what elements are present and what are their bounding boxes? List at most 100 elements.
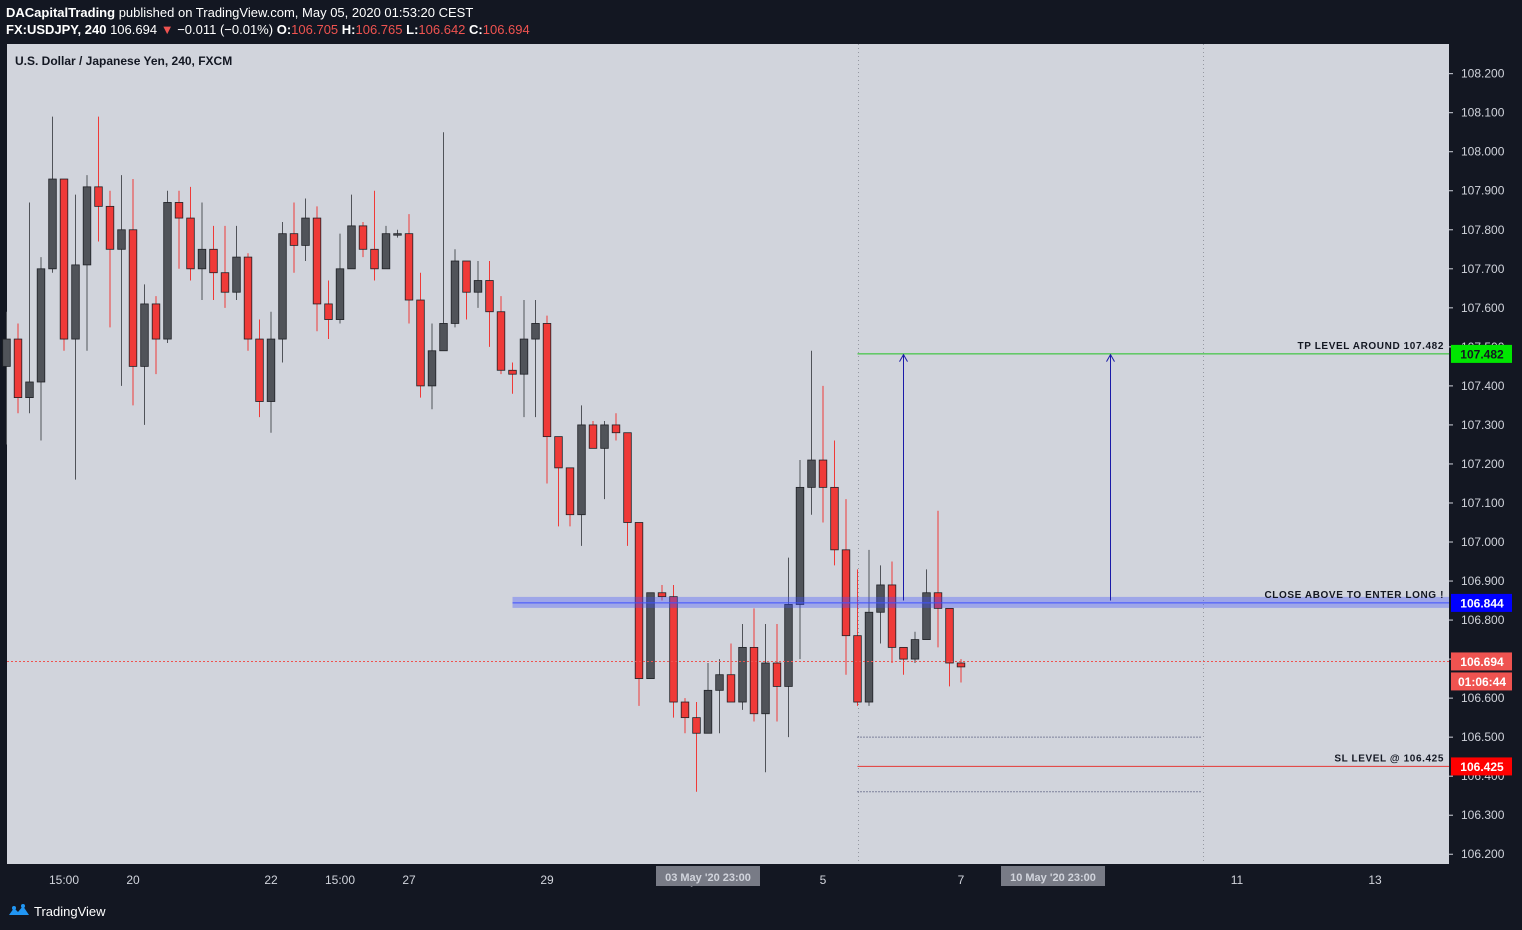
candle-body bbox=[623, 432, 632, 523]
candle-body bbox=[128, 229, 138, 367]
time-tick-label: 15:00 bbox=[325, 873, 355, 887]
candle-body bbox=[945, 607, 954, 664]
candle-body bbox=[186, 217, 195, 270]
candle-body bbox=[71, 264, 80, 340]
price-tick-label: 106.900 bbox=[1461, 574, 1505, 588]
time-tick-label: 11 bbox=[1231, 873, 1244, 887]
price-tick-label: 106.300 bbox=[1461, 808, 1505, 822]
candle-body bbox=[542, 323, 552, 438]
symbol-label: FX:USDJPY, 240 bbox=[6, 22, 107, 37]
open-value: 106.705 bbox=[291, 22, 339, 37]
price-tick-label: 108.000 bbox=[1461, 145, 1505, 159]
time-tick-label: 29 bbox=[540, 873, 554, 887]
publish-info: DACapitalTrading published on TradingVie… bbox=[6, 5, 473, 20]
candle-body bbox=[956, 662, 966, 668]
price-tick-label: 107.900 bbox=[1461, 184, 1505, 198]
candle-body bbox=[611, 424, 621, 434]
time-tick-label: 22 bbox=[264, 873, 278, 887]
candle-body bbox=[427, 350, 437, 387]
candle-body bbox=[922, 592, 931, 640]
candle-body bbox=[82, 186, 92, 266]
price-tick-label: 106.800 bbox=[1461, 613, 1505, 627]
price-axis[interactable] bbox=[1449, 44, 1522, 894]
price-tick-label: 108.200 bbox=[1461, 67, 1505, 81]
down-arrow-icon: ▼ bbox=[160, 22, 174, 37]
candle-body bbox=[772, 662, 782, 687]
candle-body bbox=[496, 311, 506, 371]
candle-body bbox=[462, 260, 471, 293]
candle-body bbox=[266, 338, 276, 402]
plot-area[interactable] bbox=[7, 44, 1449, 864]
candle-body bbox=[335, 268, 345, 320]
tradingview-brand[interactable]: TradingView bbox=[34, 904, 106, 919]
candle-body bbox=[807, 459, 816, 488]
candle-body bbox=[312, 217, 322, 305]
price-tick-label: 107.000 bbox=[1461, 535, 1505, 549]
candle-body bbox=[117, 229, 126, 250]
close-value: 106.694 bbox=[482, 22, 530, 37]
time-tick-label: 7 bbox=[958, 873, 965, 887]
chart-title: U.S. Dollar / Japanese Yen, 240, FXCM bbox=[15, 54, 232, 68]
arrow-up-icon bbox=[1106, 353, 1115, 362]
open-label: O: bbox=[276, 22, 292, 37]
candle-body bbox=[876, 584, 885, 613]
candle-body bbox=[657, 592, 667, 598]
sl-level-label: SL LEVEL @ 106.425 bbox=[1334, 753, 1444, 764]
candle-body bbox=[36, 268, 46, 383]
sl-price-tag-box bbox=[1451, 757, 1512, 776]
price-change: −0.011 (−0.01%) bbox=[177, 22, 274, 37]
candle-body bbox=[439, 323, 448, 352]
candle-body bbox=[13, 338, 23, 399]
candle-body bbox=[105, 205, 115, 250]
candle-body bbox=[151, 303, 161, 340]
price-tick-label: 107.800 bbox=[1461, 223, 1505, 237]
sl-price-tag-label: 106.425 bbox=[1460, 760, 1504, 774]
price-tick-label: 106.600 bbox=[1461, 691, 1505, 705]
candle-body bbox=[197, 248, 207, 270]
time-tick-label: 20 bbox=[126, 873, 140, 887]
tp-level-label: TP LEVEL AROUND 107.482 bbox=[1298, 341, 1444, 352]
candle-body bbox=[680, 701, 690, 719]
candle-body bbox=[381, 233, 391, 270]
candle-body bbox=[450, 260, 460, 324]
candle-body bbox=[324, 303, 333, 320]
entry-price-tag-box bbox=[1451, 593, 1512, 612]
candle-body bbox=[749, 646, 759, 715]
price-tick-label: 107.300 bbox=[1461, 418, 1505, 432]
candle-body bbox=[715, 674, 724, 691]
candle-body bbox=[565, 467, 575, 516]
candle-body bbox=[726, 674, 736, 703]
tradingview-logo-icon[interactable] bbox=[7, 903, 31, 919]
candle-body bbox=[508, 369, 517, 375]
candle-body bbox=[94, 186, 103, 207]
candle-body bbox=[278, 233, 287, 340]
time-highlight-label: 10 May '20 23:00 bbox=[1010, 872, 1096, 884]
candle-body bbox=[2, 338, 11, 367]
author-name[interactable]: DACapitalTrading bbox=[6, 5, 116, 20]
price-tick-label: 107.700 bbox=[1461, 262, 1505, 276]
entry-price-tag-label: 106.844 bbox=[1460, 596, 1504, 610]
candle-body bbox=[795, 486, 805, 605]
candle-body bbox=[163, 202, 172, 340]
arrow-up-icon bbox=[899, 353, 908, 362]
ohlc-legend: FX:USDJPY, 240 106.694 ▼ −0.011 (−0.01%)… bbox=[6, 22, 530, 37]
candle-body bbox=[899, 646, 908, 660]
candle-body bbox=[393, 233, 402, 236]
candle-body bbox=[358, 225, 368, 250]
tp-price-tag-label: 107.482 bbox=[1460, 347, 1504, 361]
candle-body bbox=[289, 233, 299, 246]
candle-body bbox=[588, 424, 598, 449]
candle-body bbox=[853, 635, 862, 703]
price-tick-label: 106.200 bbox=[1461, 847, 1505, 861]
candle-body bbox=[738, 646, 747, 703]
candle-body bbox=[577, 424, 586, 516]
time-tick-label: 27 bbox=[402, 873, 416, 887]
candle-body bbox=[600, 424, 609, 449]
candle-body bbox=[519, 338, 529, 375]
candle-body bbox=[232, 256, 241, 293]
candle-body bbox=[554, 436, 563, 469]
current-price-tag-box bbox=[1451, 652, 1512, 671]
price-tick-label: 107.400 bbox=[1461, 379, 1505, 393]
time-highlight-label: 03 May '20 23:00 bbox=[665, 872, 751, 884]
